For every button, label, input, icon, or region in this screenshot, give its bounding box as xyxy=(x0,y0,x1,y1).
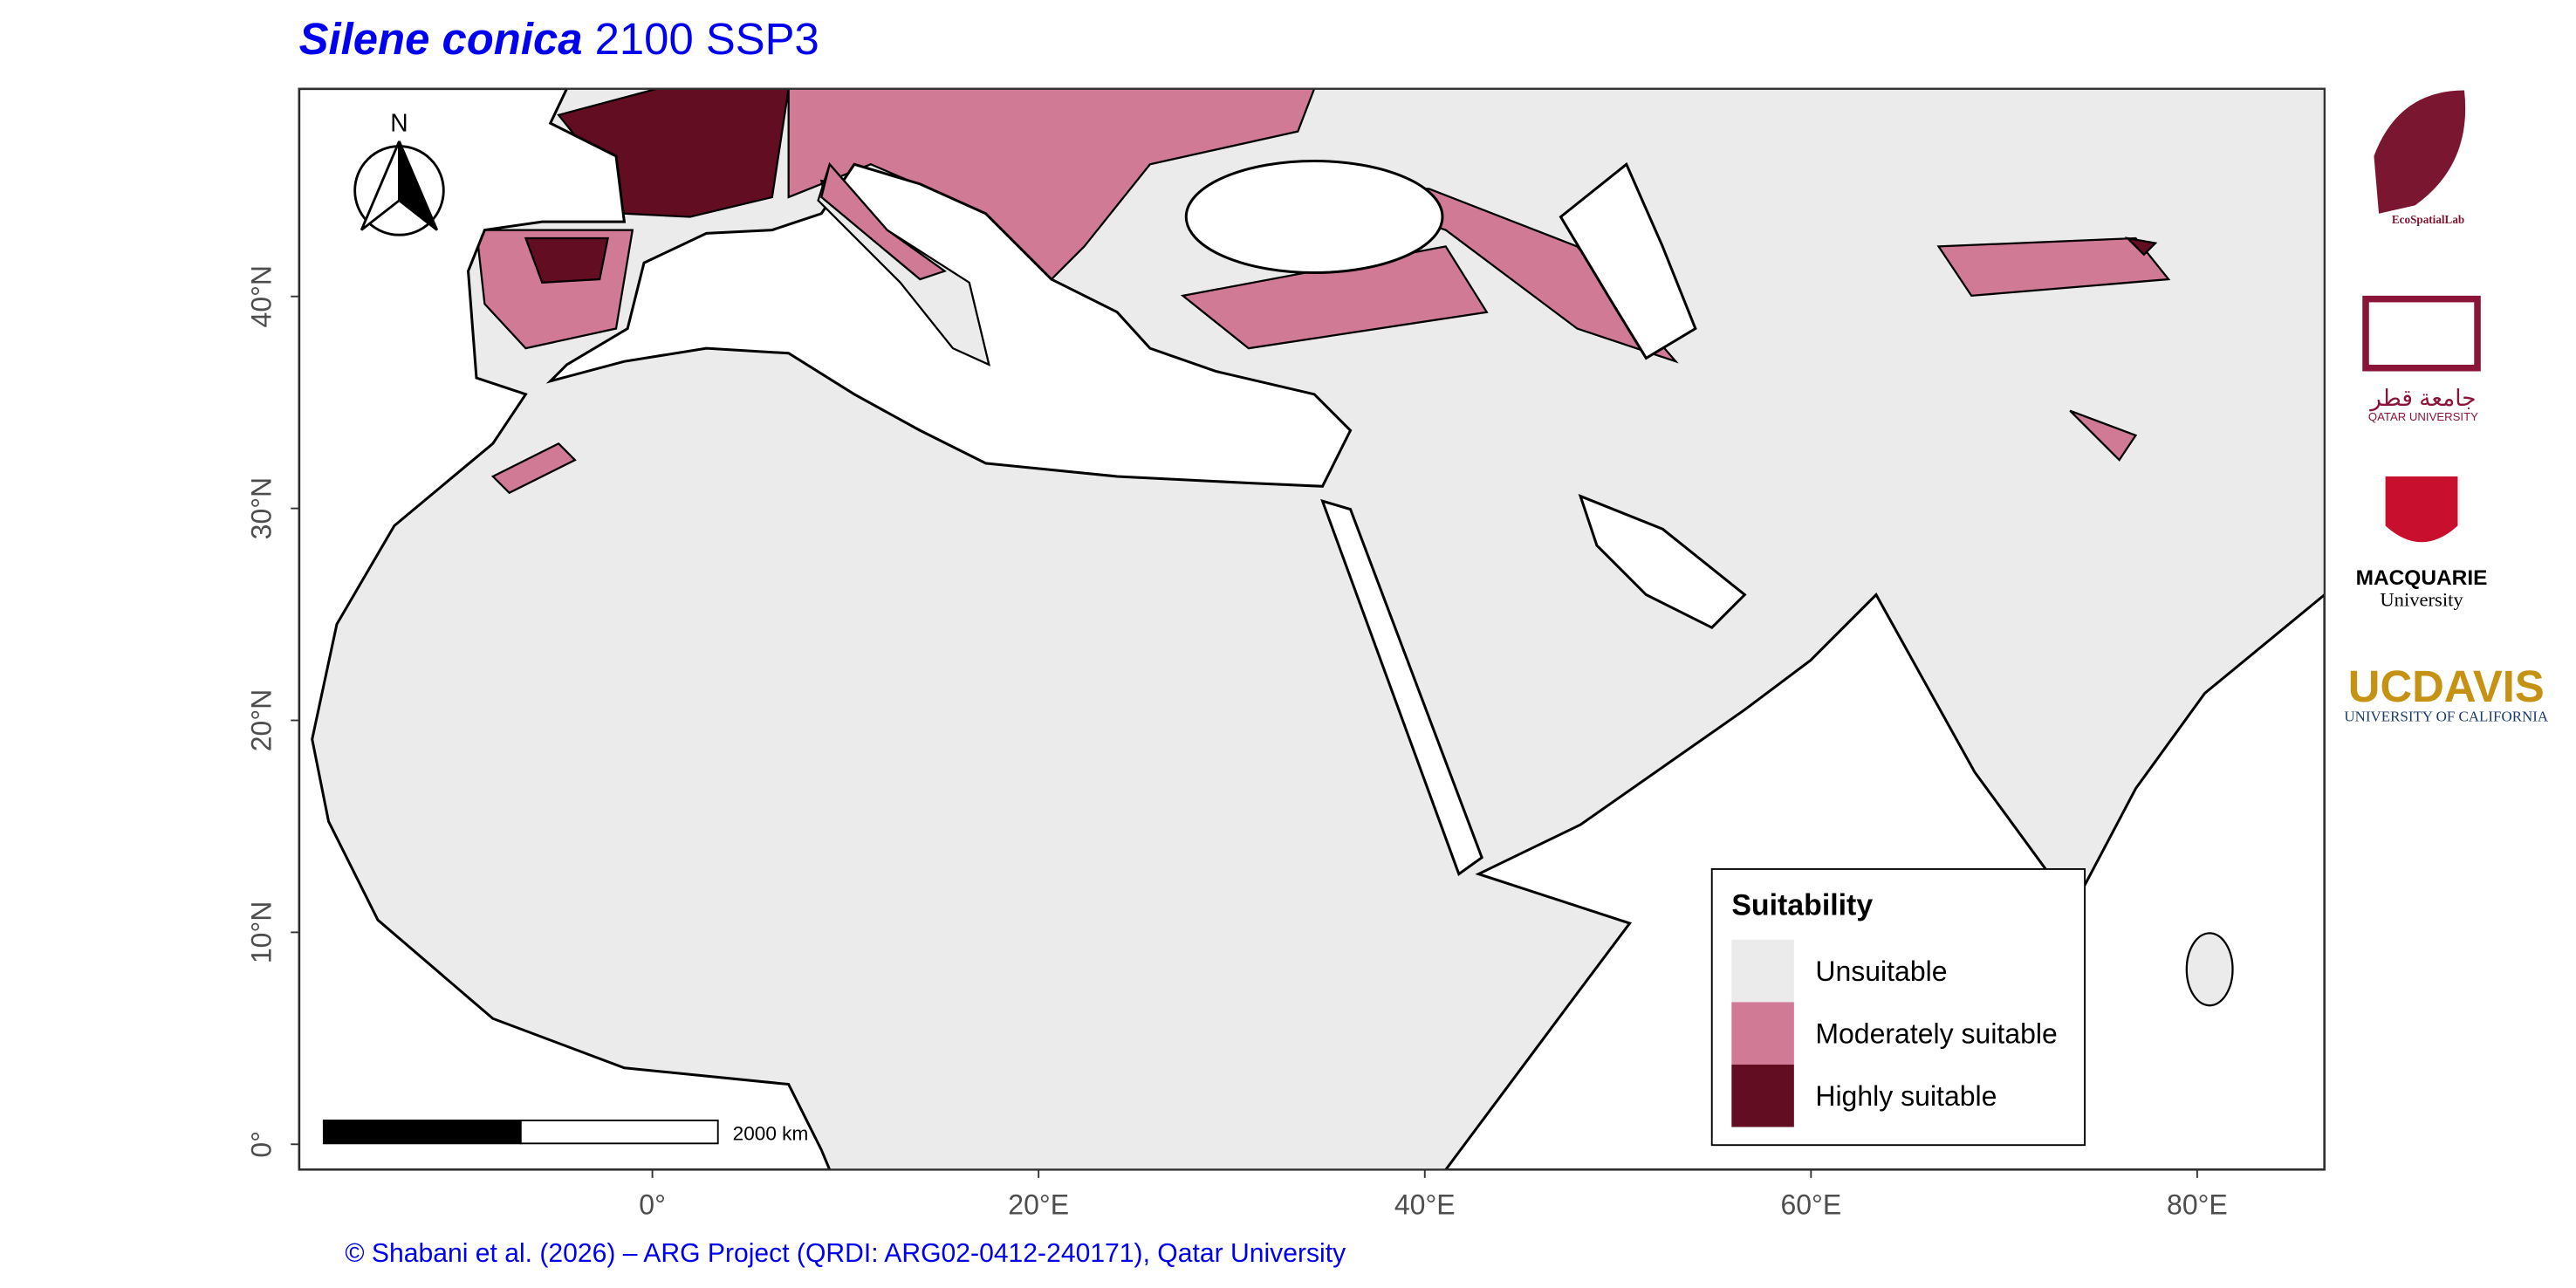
black-sea xyxy=(1184,159,1444,275)
qu-emblem xyxy=(2362,295,2481,372)
logo-text: QATAR UNIVERSITY xyxy=(2368,410,2478,423)
x-tick-label: 20°E xyxy=(1008,1189,1069,1220)
legend-swatch xyxy=(1731,1064,1794,1127)
logo-text: University xyxy=(2380,589,2463,611)
x-tick-label: 40°E xyxy=(1394,1189,1456,1220)
y-tick-label: 40°N xyxy=(246,265,277,328)
x-tick-label: 0° xyxy=(639,1189,666,1220)
high-region xyxy=(524,236,2158,284)
north-label: N xyxy=(390,109,408,137)
scale-label: 2000 km xyxy=(733,1123,809,1145)
ecospatial-leaf xyxy=(2374,90,2466,214)
x-tick-label: 60°E xyxy=(1780,1189,1841,1220)
logo-text: UNIVERSITY OF CALIFORNIA xyxy=(2344,708,2548,724)
red-sea xyxy=(1320,498,1483,876)
scale-bar: 2000 km xyxy=(322,1120,809,1145)
moderate-region xyxy=(490,236,2171,495)
arrow-right xyxy=(398,140,439,231)
logos: EcoSpatialLab جامعة قطر QATAR UNIVERSITY… xyxy=(2344,90,2549,724)
scenario: 2100 SSP3 xyxy=(595,14,819,64)
y-tick-label: 30°N xyxy=(246,477,277,540)
y-tick-label: 20°N xyxy=(246,689,277,752)
logo-text: جامعة قطر xyxy=(2368,385,2476,412)
legend-swatch xyxy=(1731,1002,1794,1065)
logo-text: UCDAVIS xyxy=(2348,661,2545,711)
north-arrow: N xyxy=(353,109,445,236)
title: Silene conica 2100 SSP3 xyxy=(299,14,819,64)
legend-label: Unsuitable xyxy=(1815,956,1947,987)
caspian-sea xyxy=(1559,161,1697,360)
legend-title: Suitability xyxy=(1731,889,1873,922)
species: Silene conica xyxy=(299,14,583,64)
moderate-region xyxy=(820,161,947,281)
moderate-region xyxy=(1297,179,1679,364)
y-tick-label: 0° xyxy=(246,1131,277,1158)
sri-lanka xyxy=(2185,932,2234,1007)
atlantic-ocean xyxy=(298,88,832,1170)
frame xyxy=(298,87,2326,1171)
scale-black xyxy=(322,1120,522,1145)
legend: Suitability Unsuitable Moderately suitabl… xyxy=(1710,867,2086,1147)
scale-white xyxy=(519,1120,719,1145)
legend-label: Highly suitable xyxy=(1815,1080,1997,1112)
persian-gulf xyxy=(1578,493,1747,630)
credit: © Shabani et al. (2026) – ARG Project (Q… xyxy=(345,1239,1346,1268)
y-tick-label: 10°N xyxy=(246,901,277,963)
macquarie-shield xyxy=(2385,476,2458,543)
logo-text: EcoSpatialLab xyxy=(2392,213,2464,226)
legend-swatch xyxy=(1731,939,1794,1003)
legend-label: Moderately suitable xyxy=(1815,1017,2057,1049)
x-tick-label: 80°E xyxy=(2167,1189,2228,1220)
logo-text: MACQUARIE xyxy=(2356,566,2488,590)
